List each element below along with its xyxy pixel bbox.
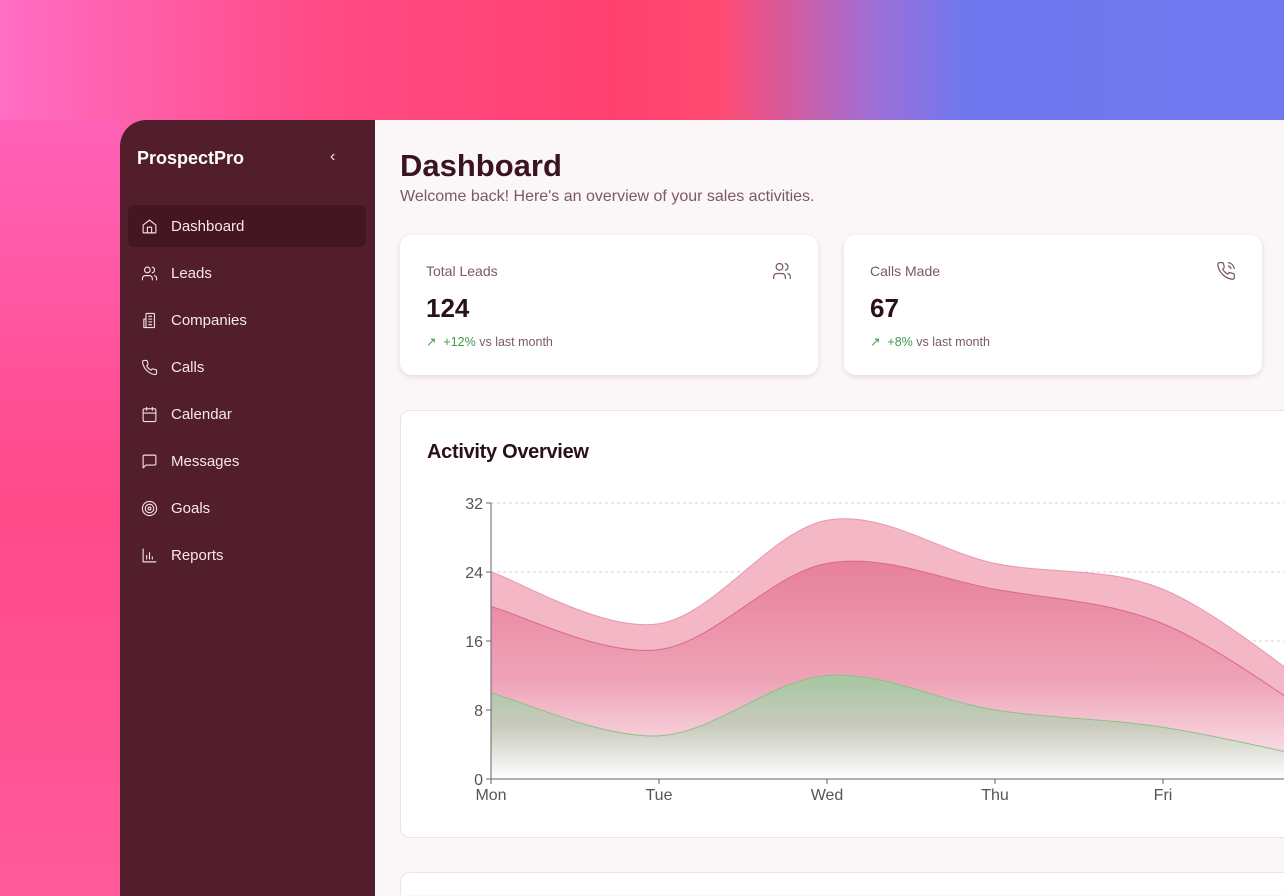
area-line-1 bbox=[490, 560, 1284, 697]
stat-delta: ↗ +12% vs last month bbox=[426, 334, 553, 349]
sidebar-item-goals[interactable]: Goals bbox=[128, 487, 366, 529]
stat-card-total-leads: Total Leads 124 ↗ +12% vs last month bbox=[400, 235, 818, 375]
y-tick-label: 0 bbox=[474, 772, 483, 789]
sidebar-item-dashboard[interactable]: Dashboard bbox=[128, 205, 366, 247]
bar-chart-icon bbox=[142, 548, 157, 562]
home-icon bbox=[142, 219, 157, 233]
sidebar-item-companies[interactable]: Companies bbox=[128, 299, 366, 341]
sidebar-item-leads[interactable]: Leads bbox=[128, 252, 366, 294]
sidebar-item-label: Messages bbox=[171, 452, 240, 470]
sidebar-item-label: Dashboard bbox=[171, 217, 245, 235]
arrow-up-right-icon: ↗ bbox=[870, 335, 888, 349]
chart-title: Activity Overview bbox=[427, 441, 589, 463]
sidebar-item-calendar[interactable]: Calendar bbox=[128, 393, 366, 435]
target-icon bbox=[141, 500, 158, 516]
sidebar-item-messages[interactable]: Messages bbox=[128, 440, 366, 482]
area-line-0 bbox=[490, 674, 1284, 752]
sidebar: ProspectPro ‹ Dashboard Leads Companies … bbox=[120, 120, 375, 896]
building-icon bbox=[143, 312, 156, 328]
delta-value: +12% bbox=[443, 335, 476, 349]
x-tick-label: Fri bbox=[1154, 787, 1173, 804]
area-series-0 bbox=[491, 675, 1284, 779]
delta-suffix: vs last month bbox=[479, 335, 553, 349]
message-icon bbox=[142, 454, 157, 468]
x-tick-label: Thu bbox=[981, 787, 1009, 804]
area-line-2 bbox=[490, 518, 1284, 668]
sidebar-item-label: Calendar bbox=[171, 405, 232, 423]
phone-call-icon bbox=[1217, 262, 1235, 280]
sidebar-nav: Dashboard Leads Companies Calls Calendar… bbox=[128, 205, 366, 581]
stat-label: Total Leads bbox=[426, 263, 498, 279]
sidebar-item-reports[interactable]: Reports bbox=[128, 534, 366, 576]
users-icon bbox=[141, 266, 158, 280]
activity-overview-card: Activity Overview 0 8 16 24 32 Mon Tue Wed Thu Fr… bbox=[400, 410, 1284, 838]
sidebar-item-label: Companies bbox=[171, 311, 247, 329]
arrow-up-right-icon: ↗ bbox=[426, 335, 444, 349]
stat-delta: ↗ +8% vs last month bbox=[870, 334, 990, 349]
delta-suffix: vs last month bbox=[916, 335, 990, 349]
sidebar-item-calls[interactable]: Calls bbox=[128, 346, 366, 388]
y-tick-label: 24 bbox=[465, 565, 483, 582]
stat-label: Calls Made bbox=[870, 263, 941, 279]
y-tick-label: 8 bbox=[474, 703, 483, 720]
sidebar-item-label: Reports bbox=[171, 546, 224, 564]
phone-icon bbox=[141, 359, 158, 375]
chevron-left-icon: ‹ bbox=[330, 148, 336, 165]
collapse-sidebar-button[interactable]: ‹ bbox=[330, 148, 335, 166]
page-subtitle: Welcome back! Here's an overview of your… bbox=[400, 188, 815, 205]
stat-value: 124 bbox=[426, 293, 470, 323]
sidebar-item-label: Calls bbox=[171, 358, 205, 376]
x-tick-label: Mon bbox=[475, 787, 506, 804]
delta-value: +8% bbox=[887, 335, 913, 349]
secondary-card bbox=[400, 872, 1284, 895]
y-tick-label: 32 bbox=[465, 496, 483, 513]
background bbox=[0, 120, 120, 896]
main-content: Dashboard Welcome back! Here's an overvi… bbox=[375, 120, 1284, 896]
sidebar-item-label: Leads bbox=[171, 264, 212, 282]
calendar-icon bbox=[142, 406, 157, 422]
brand-logo: ProspectPro bbox=[137, 148, 245, 168]
y-tick-label: 16 bbox=[465, 634, 483, 651]
x-tick-label: Wed bbox=[811, 787, 844, 804]
app-window: ProspectPro ‹ Dashboard Leads Companies … bbox=[120, 120, 1284, 896]
page-title: Dashboard bbox=[400, 148, 562, 183]
x-tick-label: Tue bbox=[646, 787, 673, 804]
activity-chart: 08162432MonTueWedThuFriSat bbox=[465, 496, 1284, 804]
stat-card-calls-made: Calls Made 67 ↗ +8% vs last month bbox=[844, 235, 1262, 375]
sidebar-item-label: Goals bbox=[171, 499, 211, 517]
stat-value: 67 bbox=[870, 293, 899, 323]
users-icon bbox=[773, 262, 791, 280]
